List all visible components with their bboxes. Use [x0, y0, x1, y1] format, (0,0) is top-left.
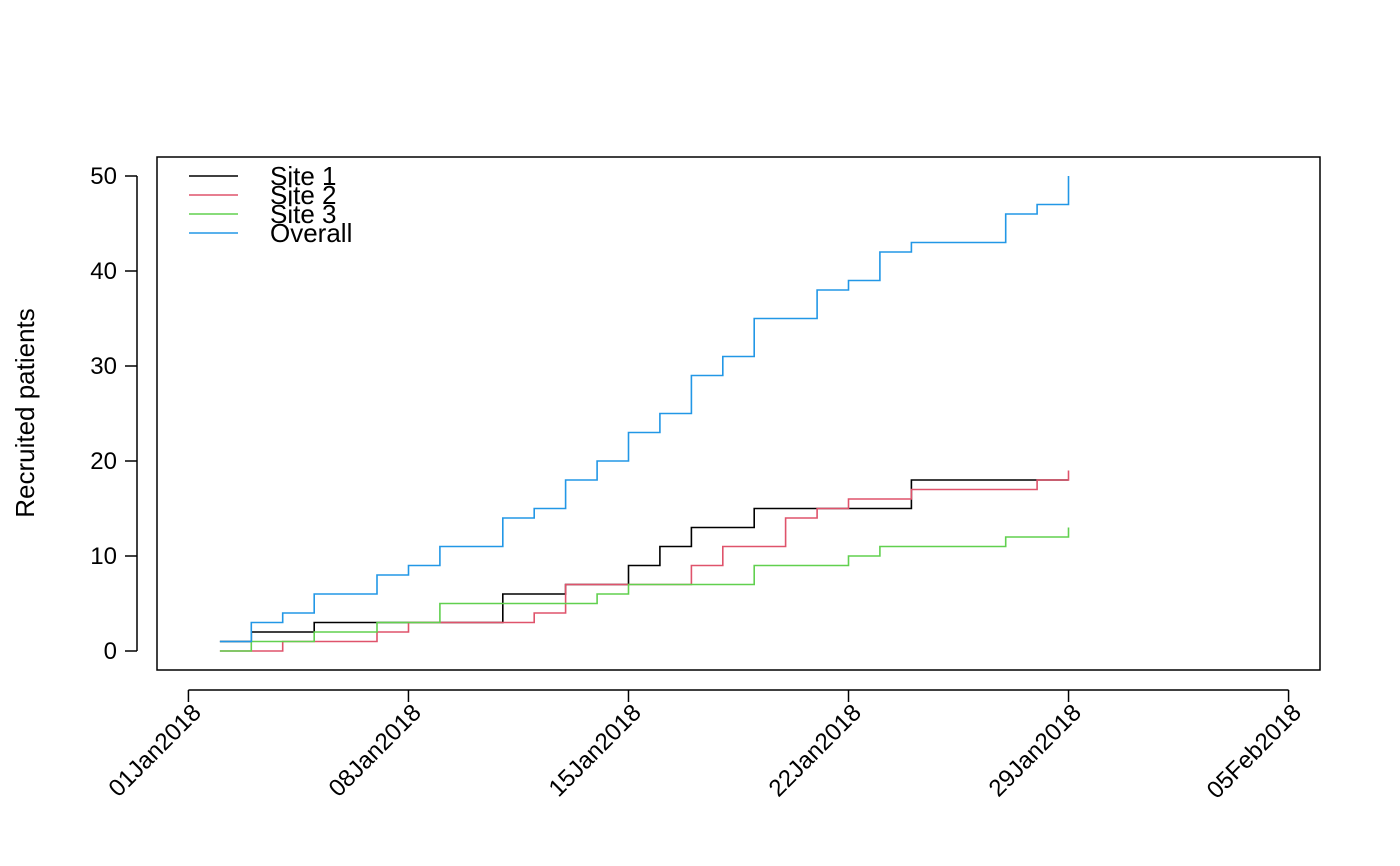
y-axis: 0 10 20 30 40 50: [90, 163, 138, 665]
legend-label: Site 3: [270, 199, 337, 229]
legend-label: Site 1: [270, 161, 337, 191]
series-line-3: [219, 527, 1070, 652]
x-tick-label: 15Jan2018: [544, 699, 647, 802]
x-tick-label: 22Jan2018: [764, 699, 867, 802]
x-tick-label: 01Jan2018: [104, 699, 207, 802]
y-tick-label: 0: [104, 638, 117, 665]
y-tick-label: 40: [90, 258, 117, 285]
series-line-1: [219, 479, 1069, 643]
legend-label: Overall: [270, 218, 352, 248]
y-tick-label: 20: [90, 448, 117, 475]
x-tick-label: 08Jan2018: [324, 699, 427, 802]
x-axis: 01Jan2018 08Jan2018 15Jan2018 22Jan2018 29Ja…: [104, 689, 1307, 804]
x-tick-label: 05Feb2018: [1202, 699, 1307, 804]
series-line-2: [219, 470, 1070, 652]
series-layer: [219, 176, 1070, 652]
y-tick-label: 50: [90, 163, 117, 190]
y-tick-label: 30: [90, 353, 117, 380]
y-tick-label: 10: [90, 543, 117, 570]
plot-frame: [156, 156, 1321, 671]
x-tick-label: 29Jan2018: [984, 699, 1087, 802]
legend-label: Site 2: [270, 180, 337, 210]
series-line-4: [219, 176, 1070, 643]
y-axis-title: Recruited patients: [10, 308, 40, 518]
